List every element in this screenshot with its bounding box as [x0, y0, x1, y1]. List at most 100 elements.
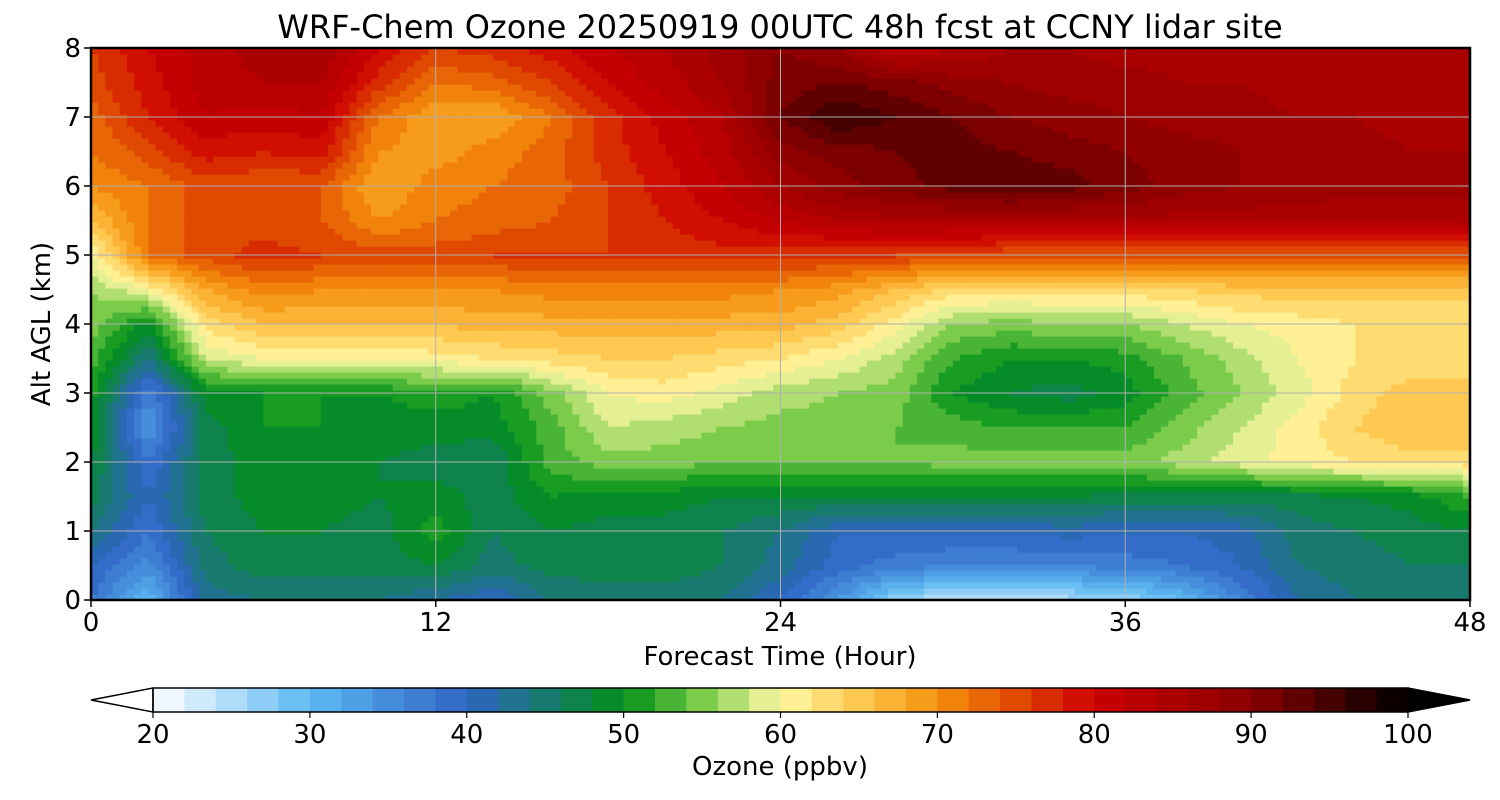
heat-cell	[622, 444, 631, 451]
heat-cell	[399, 594, 408, 600]
heat-cell	[881, 444, 889, 451]
heat-cell	[213, 588, 221, 595]
heat-cell	[263, 480, 272, 487]
heat-cell	[256, 492, 264, 499]
heat-cell	[565, 516, 573, 523]
heat-cell	[1096, 576, 1105, 583]
heat-cell	[1161, 558, 1169, 565]
heat-cell	[184, 594, 193, 600]
heat-cell	[435, 546, 444, 553]
heat-cell	[306, 474, 315, 481]
heat-cell	[450, 588, 458, 595]
heat-cell	[119, 480, 128, 487]
heat-cell	[1039, 588, 1047, 595]
heat-cell	[328, 576, 336, 583]
heat-cell	[514, 582, 523, 589]
heat-cell	[1211, 504, 1220, 511]
heat-cell	[536, 594, 545, 600]
heat-cell	[1268, 468, 1277, 475]
heat-cell	[349, 492, 358, 499]
heat-cell	[1390, 480, 1399, 487]
heat-cell	[356, 522, 365, 529]
heat-cell	[809, 450, 818, 457]
heat-cell	[550, 462, 559, 469]
heat-cell	[421, 534, 430, 541]
heat-cell	[1039, 492, 1047, 499]
heat-cell	[1003, 570, 1011, 577]
heat-cell	[1204, 522, 1213, 529]
heat-cell	[227, 486, 236, 493]
heat-cell	[679, 516, 688, 523]
heat-cell	[306, 576, 315, 583]
heat-cell	[1046, 558, 1055, 565]
heat-cell	[191, 594, 200, 600]
heat-cell	[866, 540, 875, 547]
heat-cell	[478, 498, 487, 505]
heat-cell	[1376, 540, 1385, 547]
heat-cell	[1046, 468, 1055, 475]
heat-cell	[313, 540, 322, 547]
heat-cell	[543, 546, 552, 553]
heat-cell	[1304, 462, 1313, 469]
heat-cell	[665, 546, 674, 553]
heat-cell	[787, 480, 796, 487]
heat-cell	[909, 492, 918, 499]
heat-cell	[845, 504, 853, 511]
heat-cell	[557, 564, 566, 571]
heat-cell	[450, 522, 458, 529]
heat-cell	[751, 462, 760, 469]
heat-cell	[170, 462, 178, 469]
heat-cell	[744, 444, 753, 451]
heat-cell	[866, 570, 875, 577]
heat-cell	[837, 546, 846, 553]
heat-cell	[1175, 474, 1184, 481]
heat-cell	[586, 558, 595, 565]
heat-cell	[1347, 444, 1356, 451]
heat-cell	[284, 588, 293, 595]
heat-cell	[1153, 594, 1162, 600]
heat-cell	[565, 582, 573, 589]
heat-cell	[1074, 576, 1083, 583]
heat-cell	[565, 492, 573, 499]
heat-cell	[98, 558, 106, 565]
heat-cell	[1082, 474, 1090, 481]
heat-cell	[1240, 474, 1248, 481]
heat-cell	[105, 540, 114, 547]
heat-cell	[464, 486, 473, 493]
heat-cell	[1074, 564, 1083, 571]
heat-cell	[1161, 456, 1169, 463]
heat-cell	[493, 546, 501, 553]
heat-cell	[1362, 498, 1371, 505]
heat-cell	[263, 564, 272, 571]
heat-cell	[155, 516, 164, 523]
heat-cell	[148, 516, 157, 523]
heat-cell	[1319, 576, 1327, 583]
heat-cell	[895, 540, 904, 547]
heat-cell	[1175, 492, 1184, 499]
heat-cell	[414, 522, 422, 529]
heat-cell	[284, 450, 293, 457]
heat-cell	[715, 492, 724, 499]
heat-cell	[1218, 480, 1227, 487]
heat-cell	[1455, 456, 1464, 463]
heat-cell	[1448, 492, 1457, 499]
heat-cell	[457, 516, 466, 523]
heat-cell	[1225, 540, 1234, 547]
heat-cell	[881, 576, 889, 583]
heat-cell	[249, 588, 257, 595]
heat-cell	[636, 534, 645, 541]
heat-cell	[493, 498, 501, 505]
heat-cell	[464, 558, 473, 565]
heat-cell	[873, 594, 882, 600]
heat-cell	[658, 564, 667, 571]
heat-cell	[672, 498, 681, 505]
heat-cell	[1398, 486, 1406, 493]
heat-cell	[220, 588, 229, 595]
heat-cell	[888, 510, 897, 517]
heat-cell	[1426, 516, 1435, 523]
heat-cell	[967, 534, 976, 541]
heat-cell	[615, 570, 624, 577]
heat-cell	[241, 552, 250, 559]
heat-cell	[981, 462, 990, 469]
heat-cell	[895, 594, 904, 600]
